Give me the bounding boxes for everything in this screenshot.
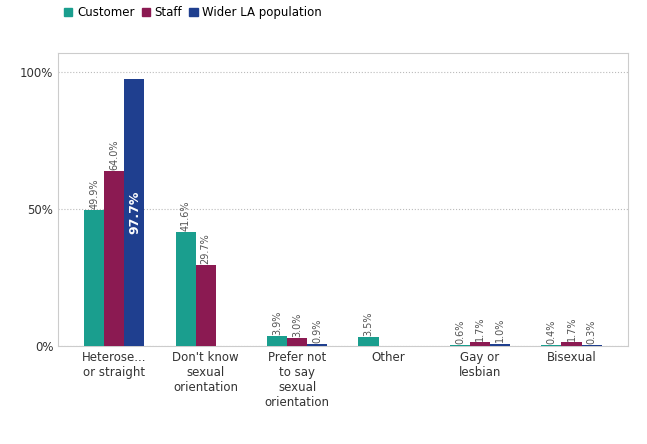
Text: 3.5%: 3.5% xyxy=(364,311,373,336)
Bar xyxy=(542,345,562,346)
Bar xyxy=(490,344,510,346)
Bar xyxy=(582,345,602,346)
Text: 29.7%: 29.7% xyxy=(201,233,211,264)
Bar xyxy=(307,344,327,346)
Bar xyxy=(358,337,378,346)
Bar xyxy=(195,265,216,346)
Bar xyxy=(562,342,582,346)
Bar xyxy=(124,79,144,346)
Text: 0.4%: 0.4% xyxy=(547,320,556,344)
Text: 0.6%: 0.6% xyxy=(455,319,465,344)
Text: 1.7%: 1.7% xyxy=(475,316,485,341)
Bar xyxy=(104,171,124,346)
Bar xyxy=(175,232,195,346)
Text: 49.9%: 49.9% xyxy=(89,178,99,209)
Text: 97.7%: 97.7% xyxy=(128,191,141,234)
Text: 41.6%: 41.6% xyxy=(181,201,191,231)
Text: 1.0%: 1.0% xyxy=(495,318,505,342)
Text: 64.0%: 64.0% xyxy=(109,139,119,170)
Bar xyxy=(267,336,287,346)
Text: 0.3%: 0.3% xyxy=(587,320,597,345)
Bar xyxy=(450,345,470,346)
Bar xyxy=(84,210,104,346)
Bar xyxy=(470,342,490,346)
Bar xyxy=(287,338,307,346)
Text: 3.9%: 3.9% xyxy=(272,310,282,334)
Legend: Customer, Staff, Wider LA population: Customer, Staff, Wider LA population xyxy=(64,6,322,20)
Text: 1.7%: 1.7% xyxy=(567,316,576,341)
Text: 3.0%: 3.0% xyxy=(292,313,302,337)
Text: 0.9%: 0.9% xyxy=(313,318,322,343)
